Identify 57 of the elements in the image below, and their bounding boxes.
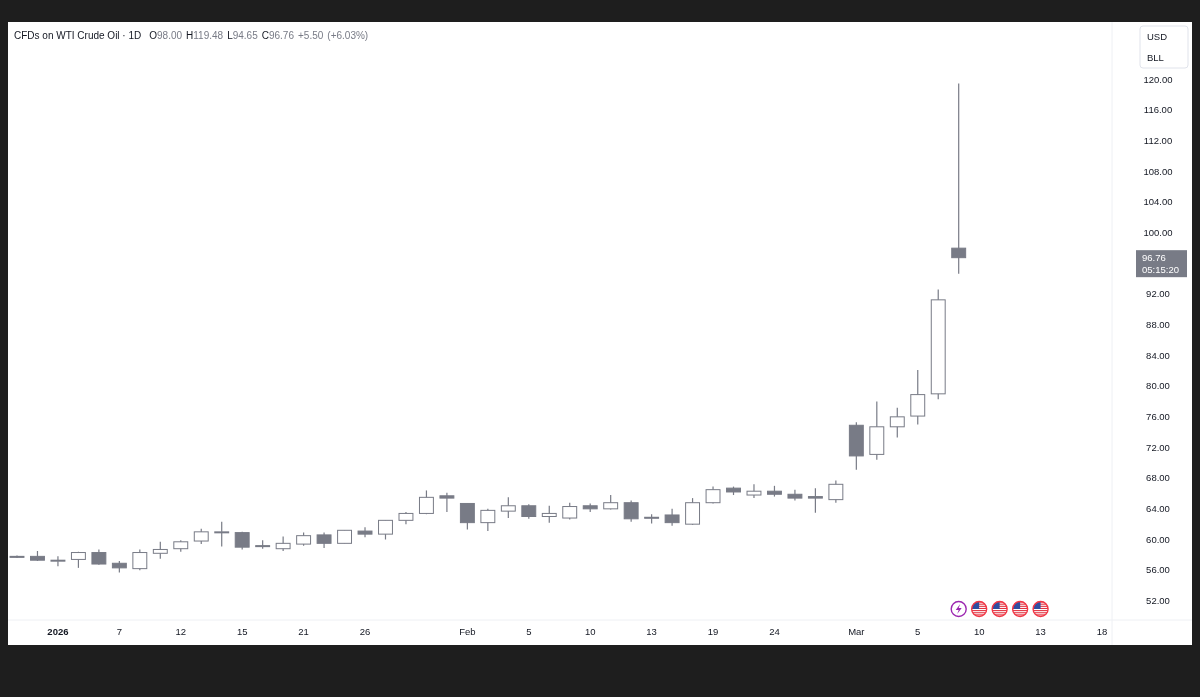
text: 05:15:20 bbox=[1142, 264, 1179, 275]
y-tick-label: 88.00 bbox=[1146, 319, 1170, 331]
y-tick-label: 68.00 bbox=[1146, 472, 1170, 484]
y-tick-label: 104.00 bbox=[1143, 196, 1173, 208]
candlestick bbox=[623, 499, 639, 523]
x-tick-label: 26 bbox=[359, 626, 371, 637]
x-tick-label: 18 bbox=[1096, 626, 1108, 637]
x-tick-label: 5 bbox=[915, 626, 921, 637]
y-tick-label: 120.00 bbox=[1143, 73, 1173, 85]
candlestick bbox=[746, 483, 762, 499]
candlestick bbox=[951, 82, 967, 275]
x-tick-label: 10 bbox=[584, 626, 596, 637]
text: O98.00 H119.48 L94.65 C96.76 +5.50 (+6.03%) bbox=[149, 30, 369, 42]
x-tick-label: 2026 bbox=[47, 626, 69, 637]
y-tick-label: 108.00 bbox=[1143, 165, 1173, 177]
x-tick-label: 21 bbox=[298, 626, 309, 637]
y-tick-label: 116.00 bbox=[1143, 104, 1173, 116]
y-tick-label: 92.00 bbox=[1146, 288, 1170, 300]
y-tick-label: 80.00 bbox=[1146, 380, 1170, 392]
candlestick bbox=[378, 519, 393, 541]
candlestick bbox=[132, 548, 148, 571]
x-tick-label: 5 bbox=[526, 626, 532, 637]
text: CFDs on WTI Crude Oil · 1D bbox=[14, 30, 142, 42]
x-tick-label: Mar bbox=[848, 626, 865, 637]
y-tick-label: 64.00 bbox=[1146, 503, 1170, 515]
y-tick-label: 84.00 bbox=[1146, 349, 1170, 361]
candlestick bbox=[685, 497, 701, 526]
x-tick-label: 13 bbox=[646, 626, 657, 637]
y-tick-label: 52.00 bbox=[1146, 595, 1170, 607]
y-tick-label: 56.00 bbox=[1146, 564, 1170, 576]
y-tick-label: 60.00 bbox=[1146, 533, 1170, 545]
candlestick bbox=[459, 502, 475, 531]
candlestick bbox=[807, 487, 823, 514]
text: 96.76 bbox=[1142, 252, 1166, 263]
candlestick bbox=[889, 407, 905, 439]
y-tick-label: 76.00 bbox=[1146, 411, 1170, 423]
x-tick-label: 15 bbox=[236, 626, 248, 637]
candlestick bbox=[439, 492, 455, 513]
candlestick bbox=[480, 508, 496, 532]
candlestick bbox=[275, 535, 291, 552]
x-tick-label: 19 bbox=[707, 626, 719, 637]
x-tick-label: Feb bbox=[459, 626, 476, 637]
y-tick-label: 72.00 bbox=[1146, 441, 1170, 453]
text: BLL bbox=[1147, 52, 1164, 64]
text: USD bbox=[1147, 31, 1168, 43]
x-tick-label: 10 bbox=[973, 626, 985, 637]
y-tick-label: 112.00 bbox=[1143, 135, 1173, 147]
candlestick bbox=[50, 555, 66, 567]
candlestick bbox=[828, 479, 844, 504]
candlestick bbox=[214, 521, 230, 547]
candlestick bbox=[910, 369, 926, 426]
candlestick bbox=[500, 496, 516, 519]
x-tick-label: 24 bbox=[769, 626, 780, 637]
x-tick-label: 13 bbox=[1035, 626, 1046, 637]
y-tick-label: 100.00 bbox=[1143, 227, 1173, 239]
x-tick-label: 7 bbox=[116, 626, 123, 637]
x-tick-label: 12 bbox=[175, 626, 187, 637]
